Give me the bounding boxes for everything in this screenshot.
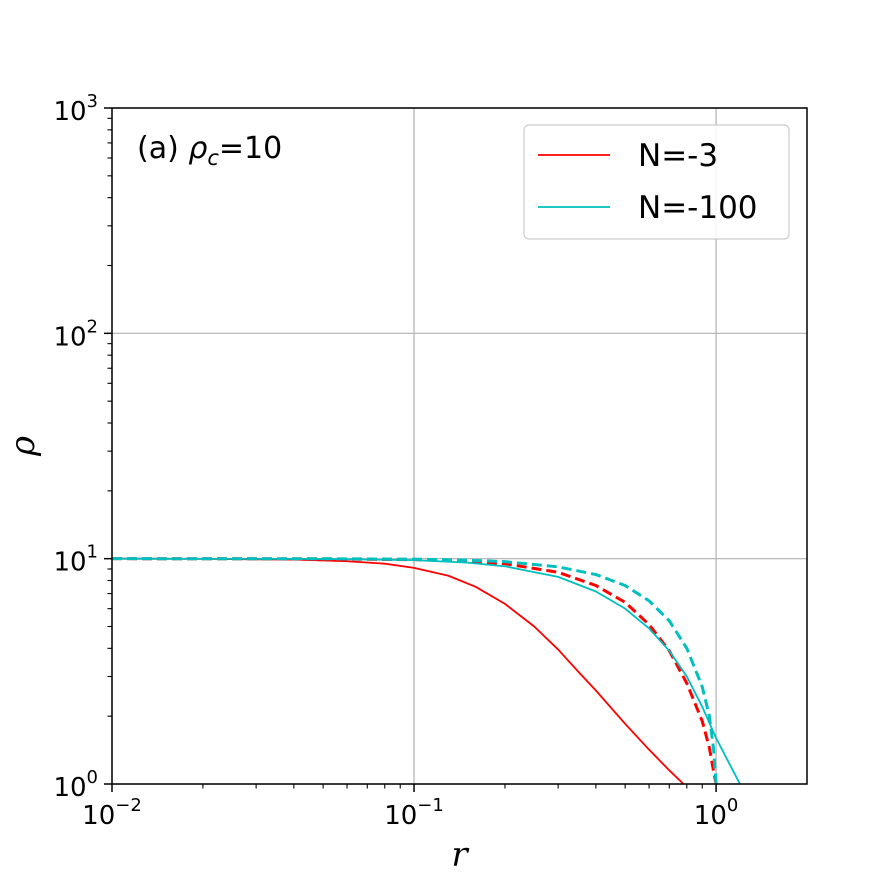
legend: N=-3 N=-100 — [523, 124, 790, 240]
x-tick-label: 10−2 — [82, 795, 142, 831]
legend-box — [523, 124, 790, 240]
y-tick-label: 100 — [53, 767, 98, 803]
x-tick-exponent: 0 — [727, 795, 738, 816]
y-tick-label: 101 — [53, 542, 98, 578]
legend-label: N=-3 — [638, 138, 718, 174]
y-tick-label: 102 — [53, 316, 98, 352]
annotation-prefix: (a) — [137, 131, 188, 166]
y-tick-base: 10 — [53, 322, 86, 352]
x-tick-exponent: −2 — [115, 795, 142, 816]
x-tick-exponent: −1 — [417, 795, 444, 816]
series-line-dashed — [111, 557, 718, 785]
y-tick-exponent: 3 — [87, 91, 98, 112]
x-tick-base: 10 — [82, 801, 115, 831]
series-layer — [111, 557, 741, 785]
annotation-symbol: ρ — [188, 131, 207, 166]
plot-frame — [111, 107, 808, 785]
ticks — [104, 107, 717, 792]
panel-annotation: (a) ρc=10 — [137, 131, 282, 170]
x-tick-label: 100 — [694, 795, 739, 831]
y-tick-base: 10 — [53, 97, 86, 127]
y-tick-exponent: 1 — [87, 542, 98, 563]
annotation-subscript: c — [207, 146, 219, 170]
y-tick-exponent: 0 — [87, 767, 98, 788]
annotation-suffix: =10 — [219, 131, 282, 166]
y-tick-base: 10 — [53, 548, 86, 578]
y-axis-label: ρ — [3, 436, 43, 457]
x-tick-label: 10−1 — [384, 795, 444, 831]
y-tick-label: 103 — [53, 91, 98, 127]
x-tick-base: 10 — [384, 801, 417, 831]
series-line — [111, 557, 685, 785]
y-tick-exponent: 2 — [87, 316, 98, 337]
x-tick-base: 10 — [694, 801, 727, 831]
legend-label: N=-100 — [638, 190, 758, 226]
x-axis-label: r — [451, 835, 469, 875]
y-tick-base: 10 — [53, 773, 86, 803]
